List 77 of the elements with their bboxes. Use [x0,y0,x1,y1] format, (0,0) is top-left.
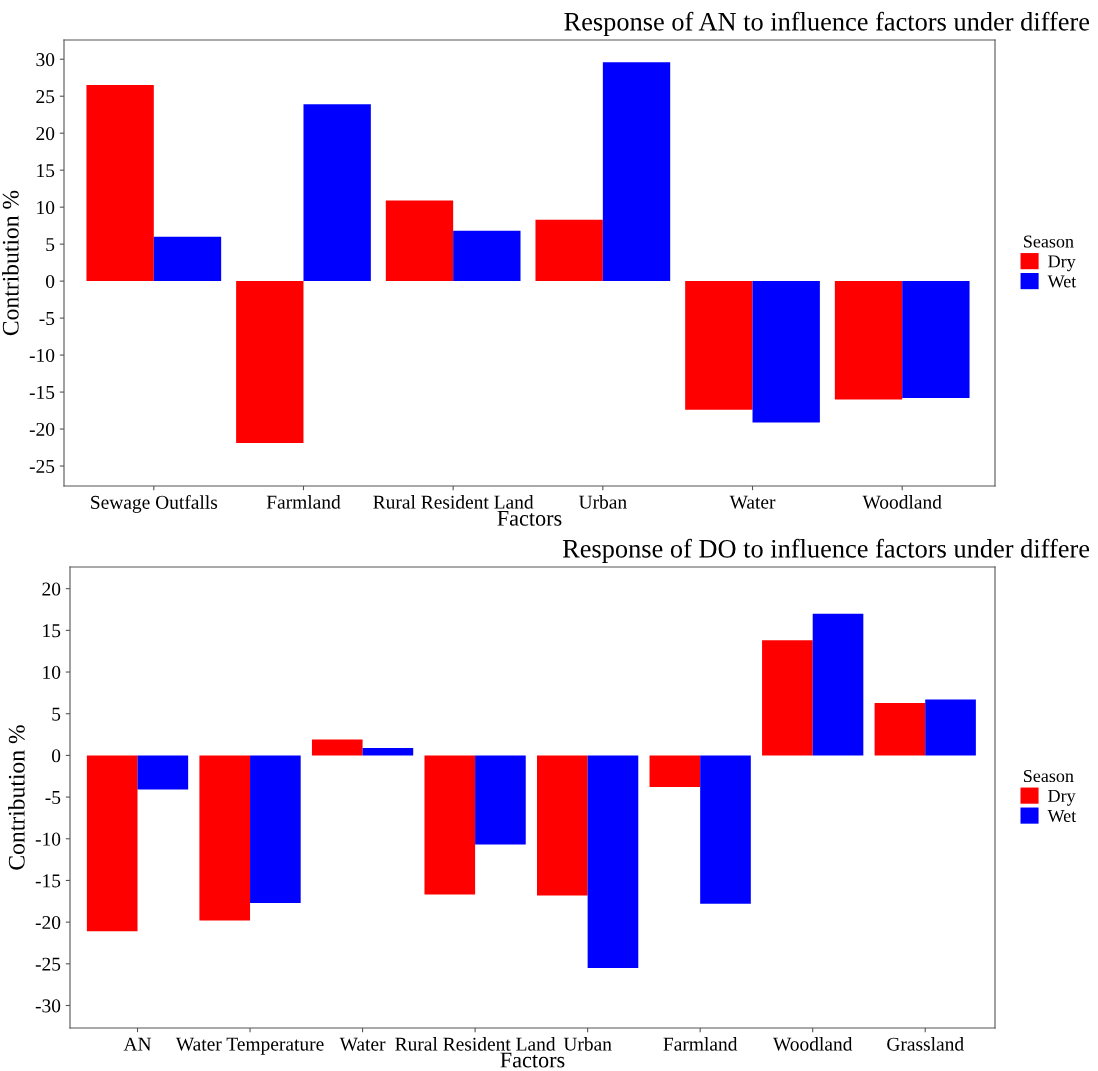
bar [199,755,251,921]
bar [649,755,701,788]
x-tick-label: AN [123,1037,152,1051]
x-tick-label: Farmland [266,495,341,509]
bar [137,755,189,790]
bar [902,281,970,398]
y-tick-label: -15 [35,874,61,888]
y-tick-label: 25 [36,90,55,104]
bar [250,755,301,903]
x-axis-title: Factors [500,1052,565,1068]
bar [685,281,753,410]
y-tick-label: 15 [43,624,61,638]
legend-label: Wet [1047,809,1077,823]
y-tick-label: -5 [39,312,55,326]
chart-title: Response of AN to influence factors under differe [564,11,1090,36]
bar [311,739,363,756]
legend-title: Season [1023,769,1074,783]
y-tick-label: -25 [35,957,61,971]
x-tick-label: Farmland [663,1037,738,1051]
y-tick-label: 20 [42,582,61,596]
y-tick-label: 0 [51,749,61,763]
bar [602,62,671,282]
y-tick-label: 10 [43,665,61,679]
y-tick-label: -10 [35,832,61,846]
bar [834,281,903,400]
bar [874,702,926,756]
y-tick-label: -10 [29,348,55,363]
bar [475,755,526,845]
y-tick-label: -25 [29,459,55,473]
bar [385,200,454,282]
bar [925,699,976,756]
bar [362,747,414,756]
x-tick-label: Urban [563,1037,612,1051]
bar [535,219,603,282]
bar [86,755,138,932]
bar [700,755,751,904]
bar [752,281,820,423]
bar [236,281,304,444]
bar [303,104,371,282]
x-tick-label: Grassland [887,1037,964,1051]
x-tick-label: Urban [578,495,627,509]
y-tick-label: 10 [37,200,55,215]
bar [537,755,588,896]
bar [424,755,476,895]
x-axis-title: Factors [497,511,562,526]
x-tick-label: Woodland [862,495,942,509]
legend-label: Dry [1048,255,1076,272]
legend-title: Season [1024,235,1074,248]
bar [153,236,222,282]
x-tick-label: Water Temperature [175,1037,324,1055]
legend-label: Wet [1047,275,1077,288]
y-tick-label: -20 [29,422,55,436]
x-tick-label: Woodland [773,1037,853,1051]
x-tick-label: Rural Resident Land [373,495,534,509]
bar [812,613,864,756]
x-tick-label: Rural Resident Land [395,1037,556,1051]
y-tick-label: -20 [35,915,61,930]
bar [587,755,639,968]
y-axis-title: Contribution % [2,190,19,336]
y-tick-label: -30 [35,999,61,1013]
y-tick-label: 30 [36,53,55,67]
x-tick-label: Sewage Outfalls [91,495,218,513]
y-tick-label: -5 [45,791,61,805]
y-tick-label: 5 [46,238,55,252]
y-tick-label: 5 [52,707,61,721]
bar [762,640,813,756]
y-tick-label: 20 [36,127,55,141]
x-tick-label: Water [729,495,776,509]
y-tick-label: 15 [37,164,55,178]
y-tick-label: -15 [29,385,55,399]
y-axis-title: Contribution % [8,725,25,870]
x-tick-label: Water [339,1037,386,1051]
y-tick-label: 0 [45,274,55,289]
chart-title: Response of DO to influence factors under differe [562,538,1090,563]
legend-label: Dry [1048,789,1076,806]
bar [453,230,521,282]
bar [86,85,154,282]
